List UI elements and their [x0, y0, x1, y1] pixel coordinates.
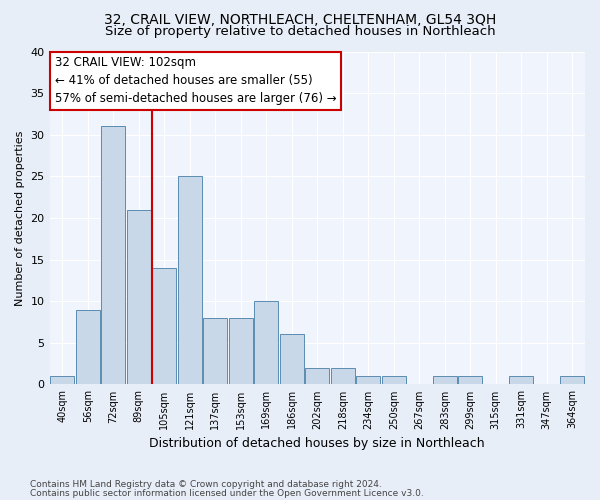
Text: Contains public sector information licensed under the Open Government Licence v3: Contains public sector information licen… [30, 489, 424, 498]
Bar [152, 268, 176, 384]
Bar [203, 318, 227, 384]
Y-axis label: Number of detached properties: Number of detached properties [15, 130, 25, 306]
Bar [305, 368, 329, 384]
Bar [50, 376, 74, 384]
Text: Contains HM Land Registry data © Crown copyright and database right 2024.: Contains HM Land Registry data © Crown c… [30, 480, 382, 489]
Bar [178, 176, 202, 384]
Bar [560, 376, 584, 384]
Bar [356, 376, 380, 384]
Bar [382, 376, 406, 384]
X-axis label: Distribution of detached houses by size in Northleach: Distribution of detached houses by size … [149, 437, 485, 450]
Text: Size of property relative to detached houses in Northleach: Size of property relative to detached ho… [104, 25, 496, 38]
Text: 32 CRAIL VIEW: 102sqm
← 41% of detached houses are smaller (55)
57% of semi-deta: 32 CRAIL VIEW: 102sqm ← 41% of detached … [55, 56, 337, 106]
Bar [229, 318, 253, 384]
Bar [509, 376, 533, 384]
Text: 32, CRAIL VIEW, NORTHLEACH, CHELTENHAM, GL54 3QH: 32, CRAIL VIEW, NORTHLEACH, CHELTENHAM, … [104, 12, 496, 26]
Bar [254, 301, 278, 384]
Bar [127, 210, 151, 384]
Bar [331, 368, 355, 384]
Bar [433, 376, 457, 384]
Bar [76, 310, 100, 384]
Bar [458, 376, 482, 384]
Bar [280, 334, 304, 384]
Bar [101, 126, 125, 384]
